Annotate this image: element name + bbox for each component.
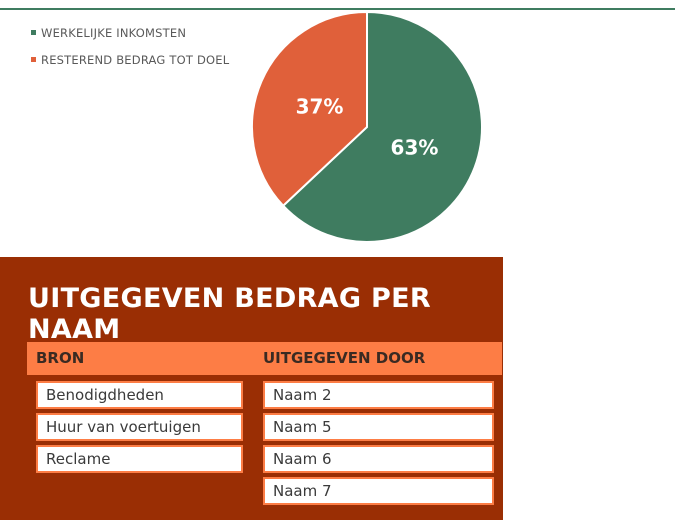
- legend-item-remaining: RESTEREND BEDRAG TOT DOEL: [31, 53, 229, 67]
- legend-swatch: [31, 30, 36, 35]
- pie-chart: 63% 37%: [251, 10, 483, 243]
- table-header: BRON UITGEGEVEN DOOR: [27, 342, 502, 375]
- panel-title: UITGEGEVEN BEDRAG PER NAAM: [28, 283, 431, 345]
- pie-slice: [281, 10, 483, 243]
- bron-cell[interactable]: Huur van voertuigen: [36, 413, 243, 441]
- bron-cell[interactable]: Reclame: [36, 445, 243, 473]
- door-cell[interactable]: Naam 6: [263, 445, 494, 473]
- spent-by-name-panel: UITGEGEVEN BEDRAG PER NAAM BRON UITGEGEV…: [0, 257, 503, 520]
- header-bron: BRON: [36, 349, 85, 367]
- pie-data-label: 37%: [296, 94, 344, 118]
- legend-label: WERKELIJKE INKOMSTEN: [41, 26, 187, 40]
- door-cell[interactable]: Naam 5: [263, 413, 494, 441]
- bron-cell[interactable]: Benodigdheden: [36, 381, 243, 409]
- header-uitgegeven-door: UITGEGEVEN DOOR: [263, 349, 426, 367]
- pie-slice: [251, 10, 368, 208]
- door-cell[interactable]: Naam 2: [263, 381, 494, 409]
- legend-label: RESTEREND BEDRAG TOT DOEL: [41, 53, 230, 67]
- door-cell[interactable]: Naam 7: [263, 477, 494, 505]
- top-rule: [0, 8, 675, 10]
- legend-swatch: [31, 57, 36, 62]
- legend-item-actual-income: WERKELIJKE INKOMSTEN: [31, 26, 186, 40]
- pie-data-label: 63%: [391, 136, 439, 160]
